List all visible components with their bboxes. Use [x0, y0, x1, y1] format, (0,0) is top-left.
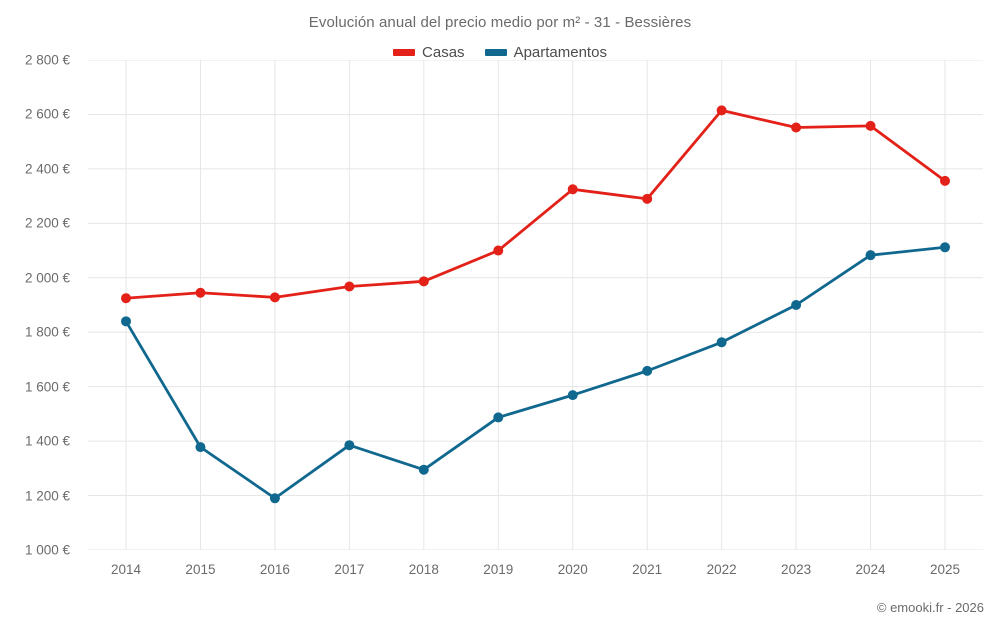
y-axis-tick-label: 1 400 € [24, 433, 70, 449]
data-point[interactable] [567, 390, 578, 401]
data-point[interactable] [716, 337, 727, 348]
y-axis-tick-label: 1 600 € [24, 379, 70, 395]
y-axis-tick-label: 2 200 € [24, 215, 70, 231]
data-point[interactable] [269, 493, 280, 504]
data-point[interactable] [195, 287, 206, 298]
x-axis-tick-label: 2021 [632, 562, 663, 577]
x-axis-tick-label: 2016 [259, 562, 290, 577]
legend-item-apartamentos[interactable]: Apartamentos [484, 44, 607, 61]
y-axis-tick-label: 2 600 € [24, 106, 70, 122]
data-point[interactable] [716, 105, 727, 116]
x-axis-tick-label: 2019 [483, 562, 514, 577]
data-point[interactable] [642, 193, 653, 204]
data-point[interactable] [269, 292, 280, 303]
data-point[interactable] [791, 300, 802, 310]
chart-credit: © emooki.fr - 2026 [876, 600, 984, 615]
y-axis-tick-label: 2 000 € [24, 270, 70, 286]
y-axis-labels: 2 800 € 2 600 € 2 400 € 2 200 € 2 000 € 1 800… [0, 53, 80, 558]
series-line-casas [124, 108, 947, 300]
data-point[interactable] [940, 242, 950, 253]
x-axis-labels: 2014 2015 2016 2017 2018 2019 2020 2021 2022 2023… [88, 556, 983, 582]
y-axis-tick-label: 1 200 € [24, 488, 70, 504]
data-point[interactable] [344, 281, 355, 292]
y-axis-tick-label: 2 400 € [24, 161, 70, 177]
y-axis-tick-label: 1 000 € [24, 542, 70, 558]
legend-item-casas[interactable]: Casas [393, 44, 465, 61]
data-point[interactable] [121, 316, 131, 327]
data-point[interactable] [865, 120, 876, 131]
plot-svg [88, 60, 983, 550]
x-axis-tick-label: 2018 [408, 562, 439, 577]
data-point[interactable] [642, 365, 653, 376]
x-axis-tick-label: 2015 [185, 562, 216, 577]
data-point[interactable] [195, 442, 206, 453]
x-axis-tick-label: 2022 [706, 562, 737, 577]
data-point[interactable] [418, 464, 429, 475]
legend-swatch-casas [393, 49, 416, 56]
y-axis-tick-label: 1 800 € [24, 324, 70, 340]
series-line-apartamentos [124, 245, 947, 500]
legend-label-apartamentos: Apartamentos [513, 44, 607, 61]
x-axis-tick-label: 2024 [855, 562, 886, 577]
data-point[interactable] [791, 122, 802, 133]
chart-legend: Casas Apartamentos [0, 44, 1000, 61]
x-axis-tick-label: 2025 [929, 562, 961, 577]
legend-swatch-apartamentos [484, 49, 507, 56]
chart-title: Evolución anual del precio medio por m² … [308, 14, 692, 31]
x-axis-tick-label: 2017 [334, 562, 365, 577]
data-point[interactable] [121, 293, 131, 304]
x-axis-tick-label: 2020 [557, 562, 588, 577]
data-point[interactable] [344, 440, 355, 451]
x-axis-tick-label: 2014 [110, 562, 142, 577]
plot-area [88, 60, 983, 550]
data-point[interactable] [940, 175, 950, 186]
data-point[interactable] [865, 250, 876, 261]
y-axis-tick-label: 2 800 € [24, 52, 70, 68]
data-point[interactable] [567, 184, 578, 195]
data-point[interactable] [493, 412, 504, 423]
data-point[interactable] [418, 276, 429, 287]
legend-label-casas: Casas [422, 44, 465, 61]
x-axis-tick-label: 2023 [781, 562, 812, 577]
data-point[interactable] [493, 245, 504, 256]
